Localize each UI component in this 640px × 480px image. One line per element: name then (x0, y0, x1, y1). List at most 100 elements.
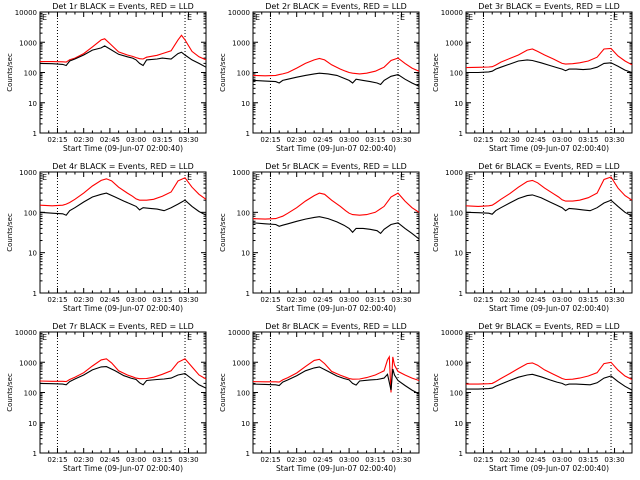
x-tick-label: 02:45 (100, 456, 120, 464)
x-tick-label: 03:30 (604, 296, 624, 304)
chart-title: Det 2r BLACK = Events, RED = LLD (265, 2, 407, 11)
y-axis-label: Counts/sec (432, 53, 440, 92)
x-tick-label: 03:00 (339, 296, 359, 304)
y-tick-label: 1 (459, 130, 463, 138)
x-tick-label: 03:00 (552, 296, 572, 304)
y-tick-label: 10000 (15, 9, 37, 17)
x-tick-label: 02:30 (74, 296, 94, 304)
chart-panel: Det 9r BLACK = Events, RED = LLD E E 1 10 100… (432, 322, 633, 473)
y-tick-label: 1000 (232, 359, 250, 367)
x-tick-label: 02:15 (260, 136, 280, 144)
x-tick-label: 03:15 (578, 296, 598, 304)
x-tick-label: 02:45 (526, 456, 546, 464)
x-tick-label: 03:30 (178, 136, 198, 144)
y-axis-label: Counts/sec (6, 213, 14, 252)
y-axis-label: Counts/sec (432, 373, 440, 412)
y-tick-label: 1000 (232, 39, 250, 47)
events-series-line (466, 373, 633, 391)
events-series-line (39, 192, 207, 216)
corner-mark: E (187, 173, 192, 182)
x-tick-label: 02:30 (287, 456, 307, 464)
chart-panel: Det 1r BLACK = Events, RED = LLD E E 1 10 100… (6, 2, 207, 153)
corner-mark: E (42, 173, 47, 182)
lld-series-line (252, 57, 420, 77)
x-tick-label: 02:15 (47, 136, 67, 144)
x-tick-label: 02:30 (500, 456, 520, 464)
y-tick-label: 1 (459, 450, 463, 458)
x-tick-label: 03:15 (152, 136, 172, 144)
lld-series-line (465, 176, 633, 207)
y-tick-label: 1 (33, 450, 37, 458)
lld-series-line (39, 358, 207, 383)
corner-mark: E (187, 13, 192, 22)
x-tick-label: 02:45 (313, 456, 333, 464)
corner-mark: E (255, 333, 260, 342)
y-tick-label: 1000 (19, 39, 37, 47)
x-tick-label: 03:15 (152, 296, 172, 304)
y-axis-label: Counts/sec (219, 53, 227, 92)
y-tick-label: 10000 (228, 329, 250, 337)
y-tick-label: 1000 (19, 169, 37, 177)
x-tick-label: 02:15 (473, 456, 493, 464)
y-tick-label: 1000 (445, 169, 463, 177)
lld-series-line (39, 177, 207, 207)
x-tick-label: 02:45 (313, 296, 333, 304)
y-tick-label: 100 (450, 70, 463, 78)
y-axis-label: Counts/sec (219, 213, 227, 252)
events-series-line (252, 72, 420, 87)
corner-mark: E (468, 173, 473, 182)
chart-title: Det 6r BLACK = Events, RED = LLD (478, 162, 620, 171)
x-tick-label: 03:30 (178, 296, 198, 304)
corner-mark: E (613, 333, 618, 342)
x-tick-label: 03:15 (365, 136, 385, 144)
y-tick-label: 1 (246, 290, 250, 298)
corner-mark: E (613, 13, 618, 22)
x-tick-label: 03:00 (552, 456, 572, 464)
y-tick-label: 10 (28, 420, 37, 428)
plot-frame (252, 331, 420, 454)
y-tick-label: 1 (33, 290, 37, 298)
chart-panel: Det 7r BLACK = Events, RED = LLD E E 1 10 100… (6, 322, 207, 473)
x-tick-label: 03:30 (391, 136, 411, 144)
corner-mark: E (42, 13, 47, 22)
x-tick-label: 02:45 (526, 136, 546, 144)
corner-mark: E (468, 13, 473, 22)
y-tick-label: 10 (241, 250, 250, 258)
y-tick-label: 10 (454, 100, 463, 108)
lld-series-line (466, 361, 633, 385)
x-tick-label: 03:15 (578, 456, 598, 464)
x-axis-label: Start Time (09-Jun-07 02:00:40) (63, 464, 183, 473)
y-axis-label: Counts/sec (432, 213, 440, 252)
y-tick-label: 10000 (441, 9, 463, 17)
x-tick-label: 03:15 (152, 456, 172, 464)
y-tick-label: 10000 (15, 329, 37, 337)
x-tick-label: 03:30 (178, 456, 198, 464)
x-tick-label: 02:45 (100, 136, 120, 144)
events-series-line (39, 366, 207, 389)
x-tick-label: 02:30 (74, 456, 94, 464)
x-tick-label: 03:30 (391, 296, 411, 304)
y-tick-label: 1 (459, 290, 463, 298)
x-tick-label: 03:00 (339, 136, 359, 144)
y-tick-label: 1 (246, 130, 250, 138)
corner-mark: E (468, 333, 473, 342)
events-series-line (465, 194, 633, 217)
corner-mark: E (255, 173, 260, 182)
y-tick-label: 100 (237, 70, 250, 78)
x-tick-label: 02:15 (260, 456, 280, 464)
chart-title: Det 4r BLACK = Events, RED = LLD (52, 162, 194, 171)
x-axis-label: Start Time (09-Jun-07 02:00:40) (63, 144, 183, 153)
y-axis-label: Counts/sec (219, 373, 227, 412)
lld-series-line (40, 34, 207, 63)
x-tick-label: 03:15 (365, 296, 385, 304)
chart-panel: Det 5r BLACK = Events, RED = LLD E E 1 10 100… (219, 162, 420, 313)
x-tick-label: 03:00 (339, 456, 359, 464)
x-axis-label: Start Time (09-Jun-07 02:00:40) (276, 304, 396, 313)
corner-mark: E (400, 333, 405, 342)
x-axis-label: Start Time (09-Jun-07 02:00:40) (489, 304, 609, 313)
x-axis-label: Start Time (09-Jun-07 02:00:40) (489, 144, 609, 153)
y-tick-label: 1000 (19, 359, 37, 367)
corner-mark: E (42, 333, 47, 342)
chart-panel: Det 2r BLACK = Events, RED = LLD E E 1 10 100… (219, 2, 420, 153)
